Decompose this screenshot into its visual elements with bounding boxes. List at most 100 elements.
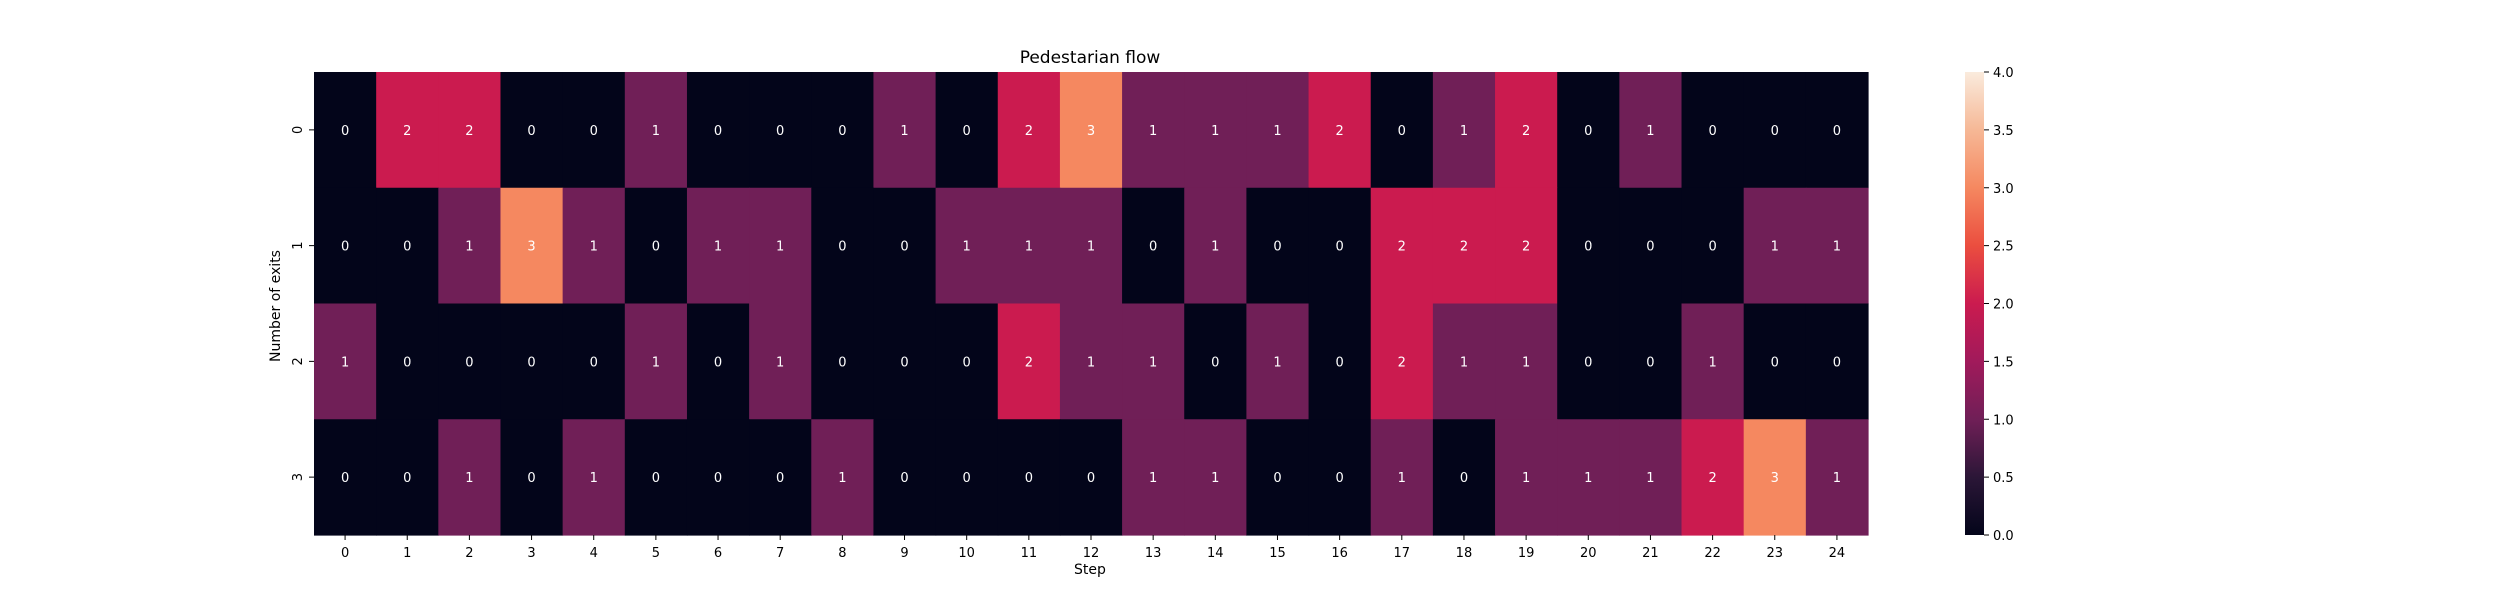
cell-value-label: 0 [590, 124, 598, 139]
cell-value-label: 1 [341, 355, 349, 370]
cell-value-label: 0 [1708, 240, 1716, 255]
cell-value-label: 0 [900, 240, 908, 255]
heatmap-cell [935, 419, 999, 536]
cell-value-label: 2 [1398, 355, 1406, 370]
x-tick-label: 19 [1518, 546, 1535, 561]
cell-value-label: 1 [1398, 471, 1406, 486]
x-tick-label: 12 [1083, 546, 1100, 561]
heatmap-cell [1246, 419, 1310, 536]
x-tick-label: 6 [714, 546, 722, 561]
heatmap-cell [686, 303, 750, 420]
cell-value-label: 1 [1211, 471, 1219, 486]
cell-value-label: 2 [1025, 355, 1033, 370]
x-tick-label: 13 [1145, 546, 1162, 561]
cell-value-label: 0 [527, 471, 535, 486]
cell-value-label: 0 [341, 240, 349, 255]
heatmap-cell [997, 72, 1061, 189]
cell-value-label: 0 [1833, 124, 1841, 139]
cell-value-label: 1 [714, 240, 722, 255]
heatmap-cell [1184, 303, 1247, 420]
cell-value-label: 0 [776, 471, 784, 486]
heatmap-cell [1805, 187, 1869, 305]
cell-value-label: 1 [652, 124, 660, 139]
x-tick-label: 2 [465, 546, 473, 561]
x-tick-label: 3 [527, 546, 535, 561]
cell-value-label: 0 [1273, 240, 1281, 255]
heatmap-cell [1495, 72, 1558, 189]
y-tick-label: 2 [291, 357, 306, 365]
cell-value-label: 0 [527, 124, 535, 139]
cell-value-label: 0 [1646, 240, 1654, 255]
cell-value-label: 1 [1460, 124, 1468, 139]
heatmap-cell [1495, 419, 1558, 536]
heatmap-cell [1246, 187, 1310, 305]
heatmap-cell [935, 187, 999, 305]
heatmap-cell [500, 419, 564, 536]
heatmap-cell [1370, 303, 1434, 420]
heatmap-cell [873, 187, 937, 305]
colorbar-tick-label: 0.0 [1993, 529, 2014, 544]
heatmap-cell [1557, 187, 1620, 305]
heatmap-cell [624, 419, 688, 536]
cell-value-label: 1 [776, 355, 784, 370]
heatmap-cell [997, 303, 1061, 420]
x-tick-label: 0 [341, 546, 349, 561]
cell-value-label: 1 [652, 355, 660, 370]
heatmap-cell [1557, 72, 1620, 189]
heatmap-cell [1308, 72, 1372, 189]
heatmap-cell [500, 187, 564, 305]
cell-value-label: 0 [1335, 355, 1343, 370]
heatmap-cell [376, 72, 439, 189]
cell-value-label: 1 [1273, 355, 1281, 370]
heatmap-cell [1432, 72, 1496, 189]
heatmap-cell [562, 303, 626, 420]
cell-value-label: 1 [963, 240, 971, 255]
x-tick-label: 18 [1456, 546, 1473, 561]
cell-value-label: 1 [1771, 240, 1779, 255]
cell-value-label: 1 [590, 240, 598, 255]
heatmap-cell [438, 72, 502, 189]
colorbar: 0.0 0.5 1.0 1.5 2.0 2.5 3.0 3.5 4.0 [1965, 66, 2014, 544]
x-tick-label: 24 [1829, 546, 1846, 561]
y-tick-label: 3 [291, 473, 306, 481]
colorbar-gradient [1965, 72, 1984, 535]
x-tick-label: 11 [1021, 546, 1038, 561]
cell-value-label: 0 [714, 124, 722, 139]
cell-value-label: 1 [1646, 471, 1654, 486]
x-tick-label: 9 [900, 546, 908, 561]
heatmap-cell [1681, 303, 1745, 420]
cell-value-label: 2 [1335, 124, 1343, 139]
cell-value-label: 1 [1087, 240, 1095, 255]
heatmap-cell [1805, 72, 1869, 189]
heatmap-cells: 0 2 2 0 0 1 0 0 0 1 0 2 3 1 1 1 2 0 1 2 0 1 0 0 0 0 0 1 3 1 0 1 1 0 0 1 1 1 0 1… [314, 72, 1869, 536]
x-tick-label: 23 [1766, 546, 1783, 561]
cell-value-label: 0 [1708, 124, 1716, 139]
heatmap-cell [1246, 303, 1310, 420]
x-tick-label: 22 [1704, 546, 1721, 561]
x-tick-label: 4 [590, 546, 598, 561]
cell-value-label: 1 [1149, 124, 1157, 139]
heatmap-cell [1122, 72, 1185, 189]
cell-value-label: 1 [838, 471, 846, 486]
heatmap-cell [376, 419, 439, 536]
heatmap-cell [500, 303, 564, 420]
y-axis-label: Number of exits [268, 250, 284, 362]
cell-value-label: 2 [1460, 240, 1468, 255]
heatmap-cell [500, 72, 564, 189]
heatmap-cell [1432, 187, 1496, 305]
heatmap-cell [1743, 303, 1807, 420]
cell-value-label: 1 [1833, 240, 1841, 255]
cell-value-label: 2 [403, 124, 411, 139]
heatmap-cell [811, 72, 875, 189]
heatmap-cell [1246, 72, 1310, 189]
cell-value-label: 0 [341, 124, 349, 139]
heatmap-cell [1122, 419, 1185, 536]
heatmap-cell [1308, 303, 1372, 420]
cell-value-label: 0 [1771, 355, 1779, 370]
colorbar-tick-label: 1.0 [1993, 413, 2014, 428]
cell-value-label: 1 [465, 240, 473, 255]
heatmap-cell [686, 187, 750, 305]
cell-value-label: 0 [776, 124, 784, 139]
cell-value-label: 1 [1211, 240, 1219, 255]
cell-value-label: 1 [1460, 355, 1468, 370]
